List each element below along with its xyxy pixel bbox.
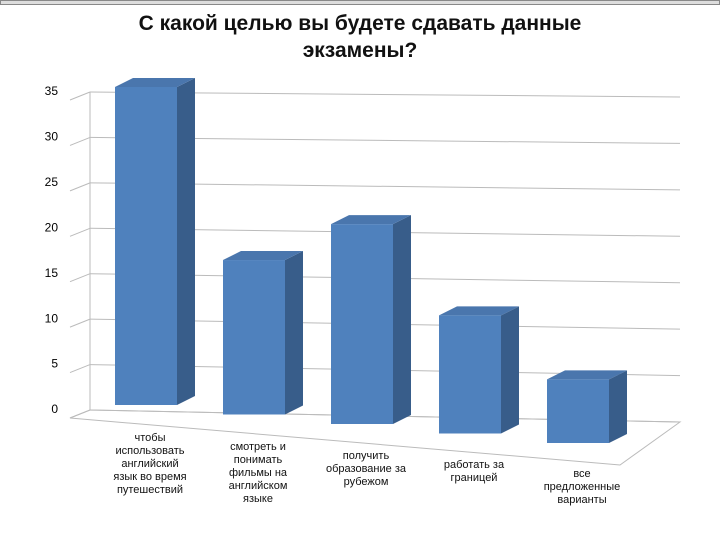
- bar-side: [501, 306, 519, 434]
- bar: [547, 379, 609, 443]
- x-tick-label: смотреть и понимать фильмы на английском…: [228, 441, 288, 505]
- frame-top: [0, 0, 720, 5]
- y-tick-label: 5: [51, 357, 58, 371]
- y-tick-label: 0: [51, 402, 58, 416]
- bar-top: [115, 78, 195, 87]
- grid-edge: [69, 273, 91, 283]
- chart-title: С какой целью вы будете сдавать данные э…: [138, 12, 582, 62]
- grid-edge: [69, 91, 91, 101]
- grid-edge: [69, 318, 91, 328]
- bar: [331, 224, 393, 424]
- grid-edge: [69, 364, 91, 374]
- y-tick-label: 10: [45, 311, 59, 325]
- bar-side: [285, 251, 303, 415]
- x-tick-label: получить образование за рубежом: [326, 450, 406, 488]
- y-tick-label: 15: [45, 266, 59, 280]
- y-tick-label: 20: [45, 220, 59, 234]
- bar-side: [177, 78, 195, 405]
- grid-edge: [69, 136, 91, 146]
- grid-edge: [69, 182, 91, 192]
- bar-top: [331, 215, 411, 225]
- bar-top: [547, 370, 627, 380]
- y-tick-label: 25: [45, 175, 59, 189]
- bar-top: [223, 251, 303, 261]
- y-tick-label: 30: [45, 130, 59, 144]
- bar-side: [393, 215, 411, 424]
- bar: [115, 87, 177, 405]
- x-tick-label: работать за границей: [443, 459, 505, 484]
- bar: [223, 260, 285, 415]
- x-tick-label: все предложенные варианты: [543, 468, 621, 506]
- grid-edge: [69, 227, 91, 237]
- y-tick-label: 35: [45, 84, 59, 98]
- bar-top: [439, 306, 519, 316]
- x-tick-label: чтобы использовать английский язык во вр…: [113, 432, 187, 496]
- grid-edge: [69, 409, 91, 419]
- bar-side: [609, 370, 627, 443]
- bar: [439, 315, 501, 434]
